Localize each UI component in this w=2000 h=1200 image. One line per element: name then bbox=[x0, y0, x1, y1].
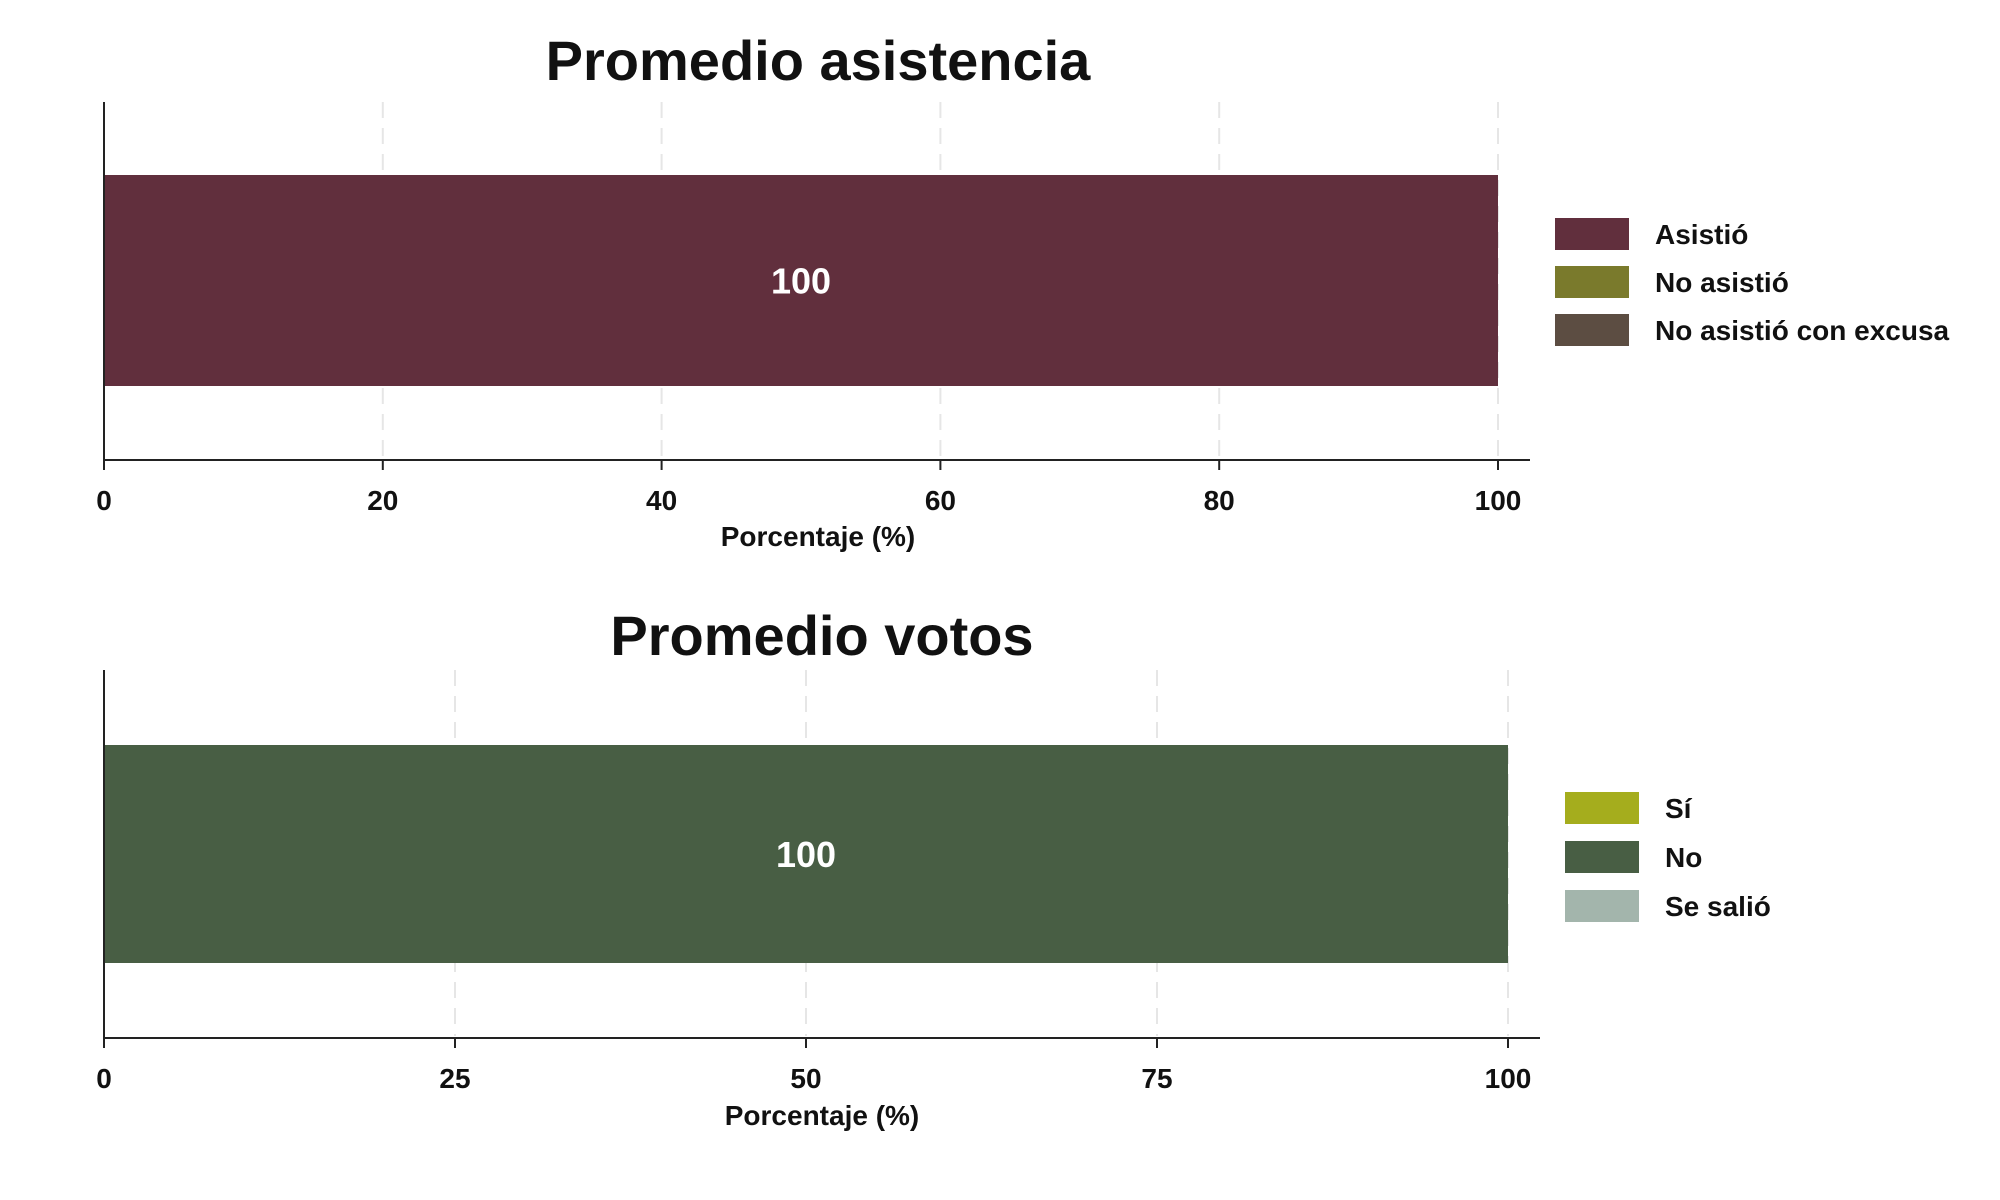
legend: Asistió No asistió No asistió con excusa bbox=[1555, 218, 1950, 346]
x-axis-label: Porcentaje (%) bbox=[725, 1100, 920, 1131]
legend-swatch bbox=[1565, 890, 1639, 922]
legend-label: No asistió bbox=[1655, 267, 1789, 298]
legend-swatch bbox=[1555, 314, 1629, 346]
x-tick-label: 75 bbox=[1141, 1063, 1172, 1094]
chart-title: Promedio votos bbox=[610, 604, 1033, 667]
x-tick-label: 0 bbox=[96, 1063, 112, 1094]
x-tick-label: 0 bbox=[96, 485, 112, 516]
legend-swatch bbox=[1565, 841, 1639, 873]
legend: Sí No Se salió bbox=[1565, 792, 1771, 922]
x-tick-label: 100 bbox=[1475, 485, 1522, 516]
x-ticks: 0 25 50 75 100 bbox=[96, 1038, 1531, 1094]
chart-title: Promedio asistencia bbox=[546, 29, 1092, 92]
bar-segment bbox=[104, 175, 1498, 386]
x-tick-label: 50 bbox=[790, 1063, 821, 1094]
chart-asistencia: Promedio asistencia 100 0 20 40 60 80 100 Por… bbox=[96, 29, 1949, 552]
x-tick-label: 20 bbox=[367, 485, 398, 516]
x-tick-label: 40 bbox=[646, 485, 677, 516]
bar-segment bbox=[104, 745, 1508, 963]
legend-swatch bbox=[1565, 792, 1639, 824]
legend-label: No asistió con excusa bbox=[1655, 315, 1950, 346]
legend-label: Se salió bbox=[1665, 891, 1771, 922]
bars: 100 bbox=[104, 175, 1498, 386]
gridlines bbox=[381, 102, 1499, 458]
legend-label: No bbox=[1665, 842, 1702, 873]
x-axis-label: Porcentaje (%) bbox=[721, 521, 916, 552]
bar-value-label: 100 bbox=[776, 834, 836, 875]
chart-votos: Promedio votos 100 0 25 50 75 100 Porcentaje… bbox=[96, 604, 1771, 1131]
x-tick-label: 100 bbox=[1485, 1063, 1532, 1094]
legend-swatch bbox=[1555, 266, 1629, 298]
bar-value-label: 100 bbox=[771, 261, 831, 302]
x-ticks: 0 20 40 60 80 100 bbox=[96, 460, 1521, 516]
x-tick-label: 80 bbox=[1204, 485, 1235, 516]
legend-label: Sí bbox=[1665, 793, 1693, 824]
x-tick-label: 60 bbox=[925, 485, 956, 516]
legend-label: Asistió bbox=[1655, 219, 1748, 250]
x-tick-label: 25 bbox=[439, 1063, 470, 1094]
legend-swatch bbox=[1555, 218, 1629, 250]
bars: 100 bbox=[104, 745, 1508, 963]
